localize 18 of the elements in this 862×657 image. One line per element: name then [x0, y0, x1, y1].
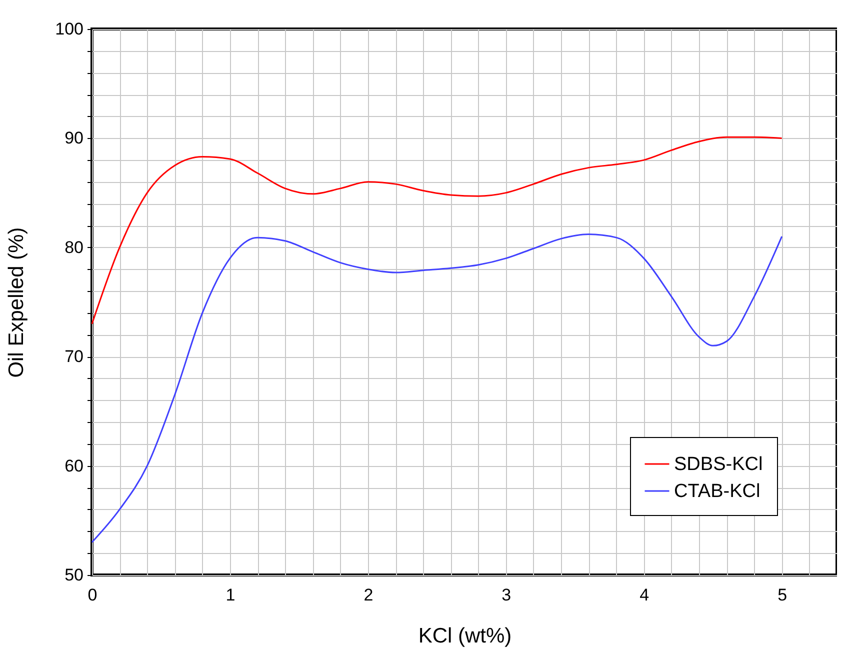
x-tick-label: 0 [88, 586, 98, 604]
y-tick-label: 80 [64, 238, 84, 257]
x-tick-label: 4 [640, 586, 650, 604]
y-tick-label: 70 [64, 347, 84, 366]
y-tick-label: 90 [64, 128, 84, 148]
line-series [91, 234, 783, 543]
x-tick-label: 5 [778, 586, 788, 604]
x-tick-label: 3 [502, 586, 512, 604]
x-tick-label: 2 [364, 586, 374, 604]
y-tick-label: 60 [64, 456, 84, 476]
y-axis-title: Oil Expelled (%) [5, 227, 28, 378]
x-axis-title: KCl (wt%) [418, 624, 512, 648]
y-tick-label: 100 [55, 20, 84, 38]
x-tick-label: 1 [226, 586, 236, 604]
y-tick-label: 50 [64, 566, 84, 584]
legend-label: SDBS-KCl [674, 454, 763, 475]
legend-label: CTAB-KCl [674, 481, 760, 502]
line-series [91, 136, 783, 325]
